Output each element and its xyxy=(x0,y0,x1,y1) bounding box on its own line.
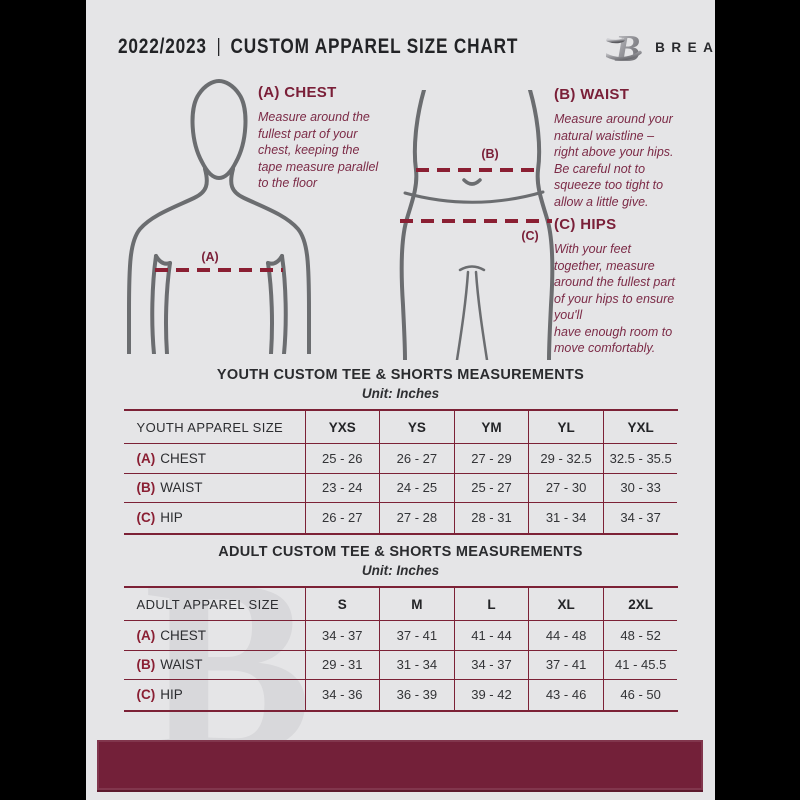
table-cell: 31 - 34 xyxy=(379,650,454,680)
hips-heading: (C) HIPS xyxy=(554,216,617,233)
youth-size-yxl: YXL xyxy=(602,411,678,444)
table-cell: 44 - 48 xyxy=(528,621,603,651)
table-cell: 34 - 37 xyxy=(304,621,380,651)
table-cell: 34 - 37 xyxy=(602,503,678,533)
adult-size-table: ADULT APPAREL SIZE S M L XL 2XL (A) CHEST… xyxy=(123,586,678,712)
table-cell: 31 - 34 xyxy=(528,503,603,533)
table-cell: 26 - 27 xyxy=(304,503,380,533)
table-cell: 41 - 45.5 xyxy=(602,650,678,680)
table-cell: 32.5 - 35.5 xyxy=(602,444,678,474)
table-cell: 46 - 50 xyxy=(602,680,678,710)
youth-table-title: YOUTH CUSTOM TEE & SHORTS MEASUREMENTS xyxy=(216,367,585,383)
youth-chest-row-label: (A) CHEST xyxy=(123,444,305,474)
chest-heading: (A) CHEST xyxy=(258,84,337,101)
row-key: (C) xyxy=(136,510,156,526)
table-cell: 37 - 41 xyxy=(379,621,454,651)
adult-size-2xl: 2XL xyxy=(602,588,678,621)
table-cell: 24 - 25 xyxy=(379,473,454,503)
row-key: (C) xyxy=(136,687,156,703)
table-cell: 37 - 41 xyxy=(528,650,603,680)
adult-chest-row-label: (A) CHEST xyxy=(123,621,305,651)
table-cell: 48 - 52 xyxy=(602,621,678,651)
chest-body-text: Measure around the fullest part of your … xyxy=(258,110,379,190)
footer-accent-bar xyxy=(97,740,703,792)
table-cell: 25 - 26 xyxy=(304,444,380,474)
youth-size-ym: YM xyxy=(453,411,529,444)
waist-hips-diagram: (B) (C) xyxy=(399,90,555,360)
row-key: (A) xyxy=(136,627,156,643)
youth-table-unit: Unit: Inches xyxy=(361,386,440,401)
hips-body-text: With your feet together, measure around … xyxy=(554,242,675,355)
table-cell: 29 - 31 xyxy=(304,650,380,680)
document-header: 2022/2023 | CUSTOM APPAREL SIZE CHART B xyxy=(86,0,715,70)
adult-size-s: S xyxy=(304,588,380,621)
row-label: CHEST xyxy=(160,627,207,643)
row-label: WAIST xyxy=(160,657,203,673)
table-cell: 30 - 33 xyxy=(602,473,678,503)
table-cell: 27 - 29 xyxy=(453,444,529,474)
adult-waist-row-label: (B) WAIST xyxy=(123,651,305,680)
row-key: (B) xyxy=(136,657,156,673)
waist-line-label: (B) xyxy=(481,147,498,161)
adult-size-column-header: ADULT APPAREL SIZE xyxy=(123,588,305,621)
youth-size-section: YOUTH CUSTOM TEE & SHORTS MEASUREMENTS U… xyxy=(86,366,715,535)
adult-table-title: ADULT CUSTOM TEE & SHORTS MEASUREMENTS xyxy=(218,544,583,560)
waist-instruction: (B) WAIST Measure around your natural wa… xyxy=(554,86,692,210)
table-cell: 26 - 27 xyxy=(379,444,454,474)
header-title-group: 2022/2023 | CUSTOM APPAREL SIZE CHART xyxy=(118,35,518,59)
adult-size-l: L xyxy=(453,588,529,621)
table-cell: 36 - 39 xyxy=(379,680,454,710)
youth-size-table: YOUTH APPAREL SIZE YXS YS YM YL YXL (A) C… xyxy=(123,409,678,535)
breakaway-b-logo-icon: B xyxy=(606,28,642,69)
table-cell: 27 - 30 xyxy=(528,473,603,503)
measurement-guide-section: (A) (B) (C) (A) CHE xyxy=(86,70,715,365)
table-cell: 28 - 31 xyxy=(453,503,529,533)
table-cell: 43 - 46 xyxy=(528,680,603,710)
youth-size-ys: YS xyxy=(379,411,454,444)
hips-instruction: (C) HIPS With your feet together, measur… xyxy=(554,216,698,357)
table-cell: 27 - 28 xyxy=(379,503,454,533)
brand-name: BREAKAWAY xyxy=(655,39,715,55)
page-title: CUSTOM APPAREL SIZE CHART xyxy=(230,35,519,58)
table-cell: 25 - 27 xyxy=(453,473,529,503)
hips-line-label: (C) xyxy=(521,229,538,243)
chest-line-label: (A) xyxy=(201,250,218,264)
chest-instruction: (A) CHEST Measure around the fullest par… xyxy=(258,84,396,192)
row-label: WAIST xyxy=(160,480,203,496)
adult-table-unit: Unit: Inches xyxy=(361,563,440,578)
row-label: HIP xyxy=(160,687,183,703)
season-year: 2022/2023 xyxy=(118,35,207,58)
size-chart-document: 2022/2023 | CUSTOM APPAREL SIZE CHART B xyxy=(86,0,715,800)
brand-group: B BREAKAWAY xyxy=(606,25,715,69)
adult-size-xl: XL xyxy=(528,588,603,621)
youth-size-column-header: YOUTH APPAREL SIZE xyxy=(123,411,305,444)
table-cell: 41 - 44 xyxy=(453,621,529,651)
table-cell: 39 - 42 xyxy=(453,680,529,710)
torso-diagram: (A) xyxy=(127,78,311,354)
youth-hip-row-label: (C) HIP xyxy=(124,503,305,533)
svg-text:B: B xyxy=(614,28,640,69)
adult-size-section: ADULT CUSTOM TEE & SHORTS MEASUREMENTS U… xyxy=(86,543,715,712)
adult-hip-row-label: (C) HIP xyxy=(124,680,305,710)
title-divider: | xyxy=(216,36,221,57)
table-cell: 29 - 32.5 xyxy=(528,444,603,474)
row-label: HIP xyxy=(160,510,183,526)
youth-size-yl: YL xyxy=(528,411,603,444)
table-cell: 34 - 37 xyxy=(453,650,529,680)
row-label: CHEST xyxy=(160,450,207,466)
table-cell: 34 - 36 xyxy=(304,680,380,710)
waist-heading: (B) WAIST xyxy=(554,86,630,103)
row-key: (B) xyxy=(136,480,156,496)
adult-size-m: M xyxy=(379,588,454,621)
waist-body-text: Measure around your natural waistline – … xyxy=(554,112,674,209)
youth-waist-row-label: (B) WAIST xyxy=(123,474,305,503)
table-cell: 23 - 24 xyxy=(304,473,380,503)
row-key: (A) xyxy=(136,450,156,466)
youth-size-yxs: YXS xyxy=(304,411,380,444)
